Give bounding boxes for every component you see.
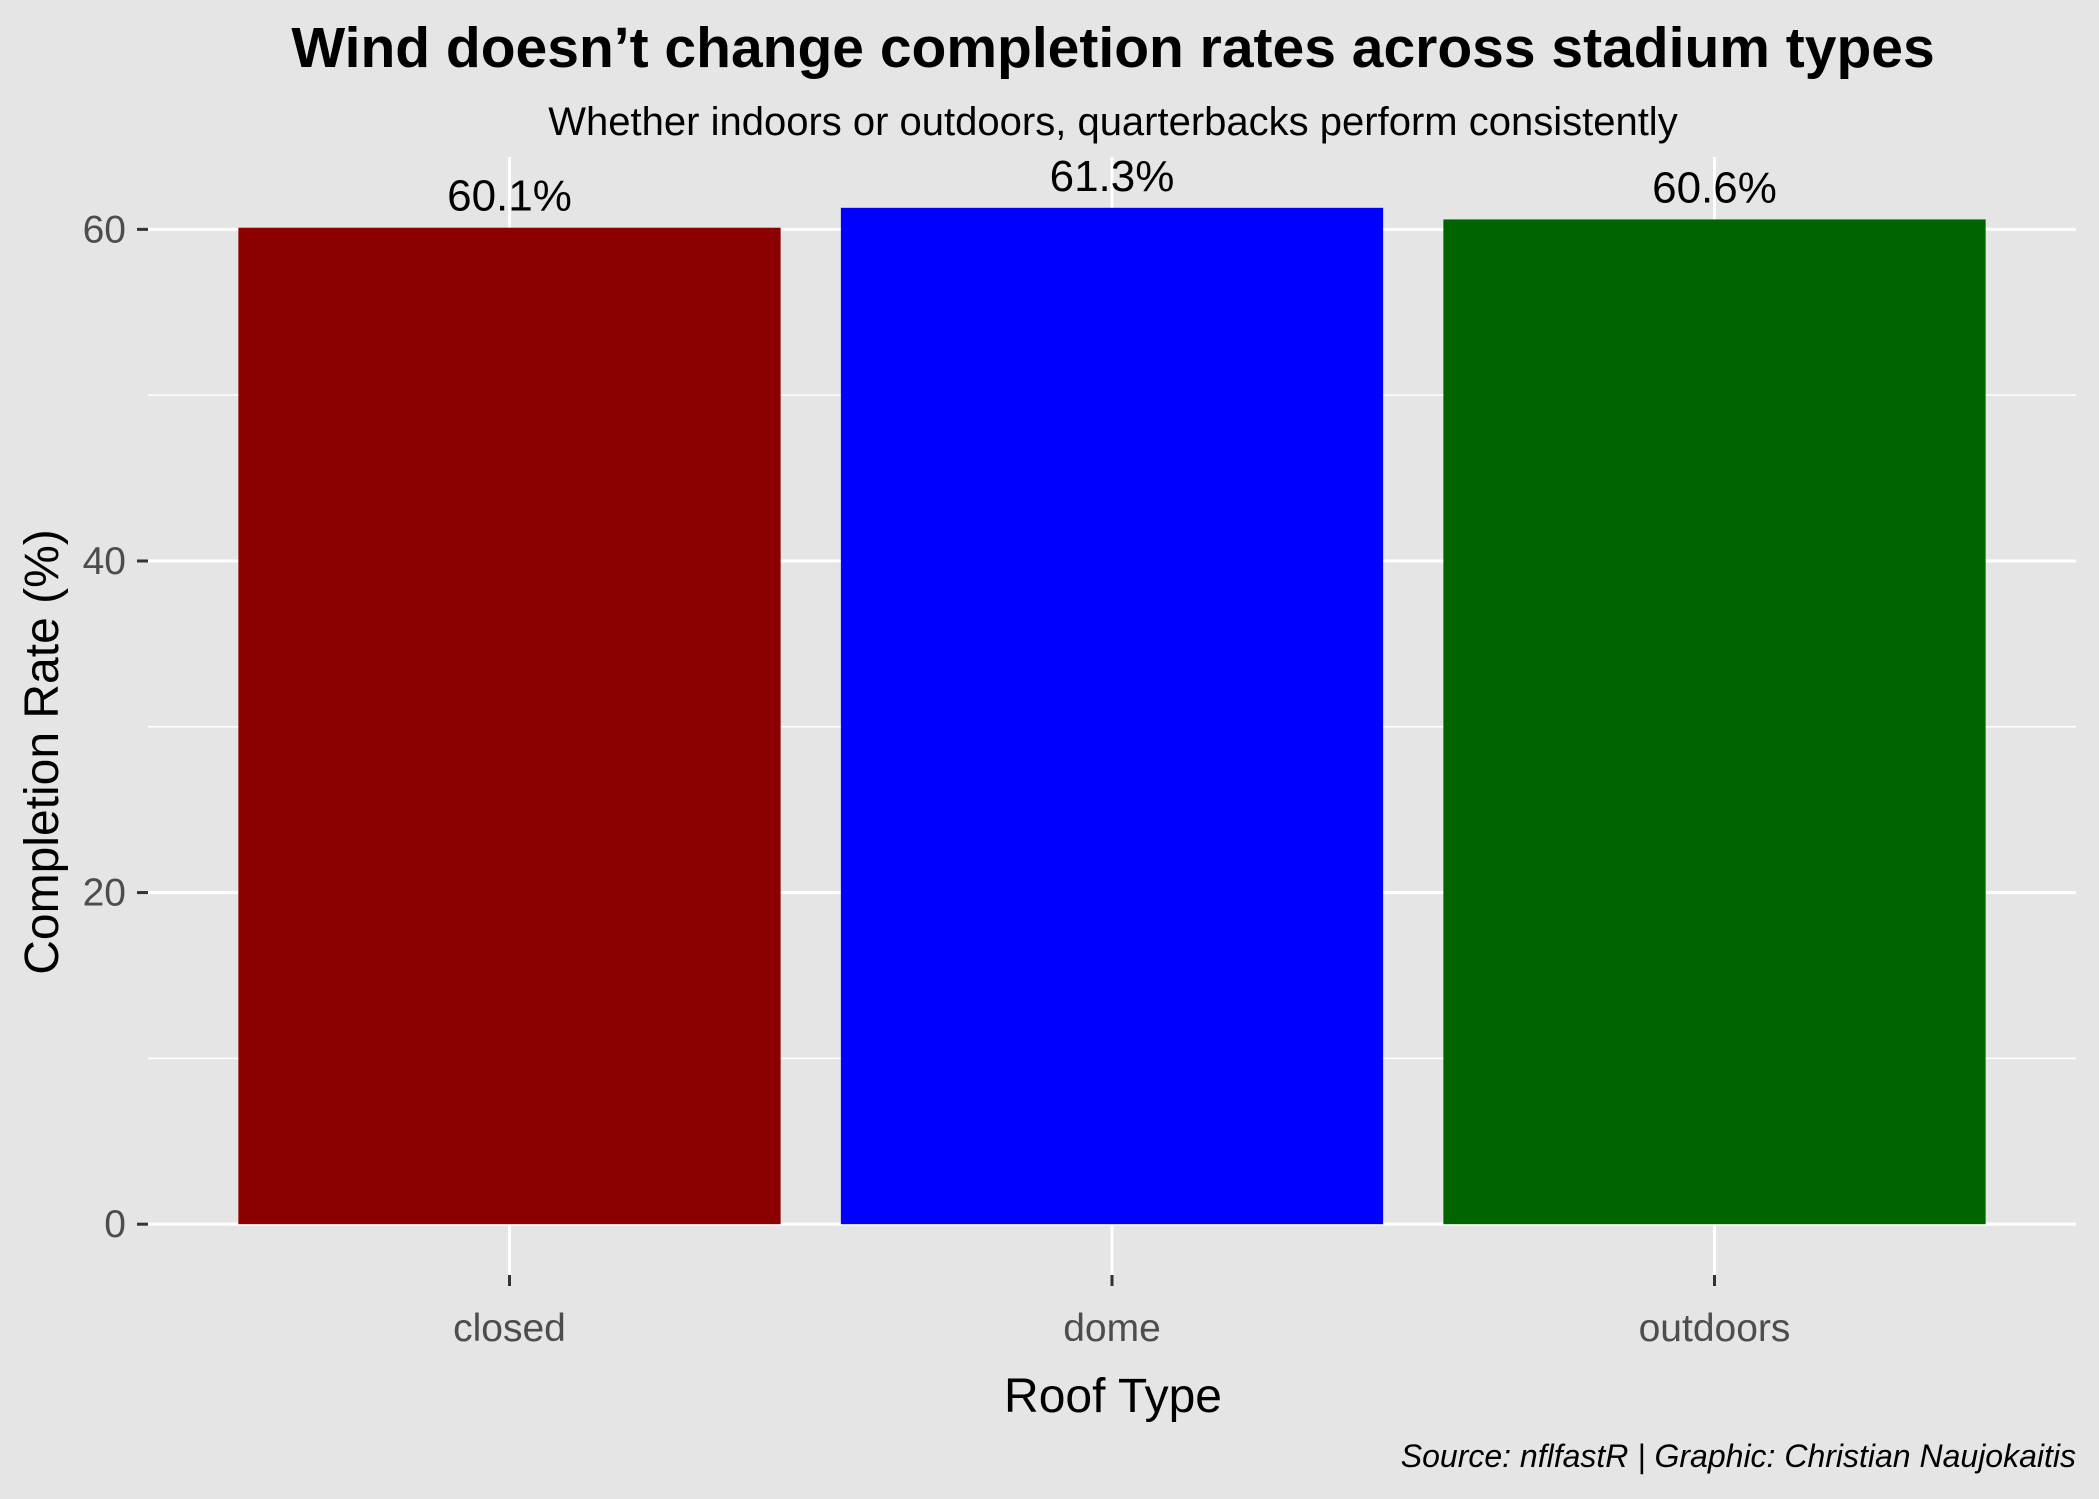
y-axis-title: Completion Rate (%): [16, 529, 69, 975]
y-tick-label: 0: [104, 1203, 126, 1246]
x-tick-label-closed: closed: [453, 1307, 566, 1350]
data-labels: 60.1% 61.3% 60.6%: [447, 152, 1777, 221]
y-tick-label: 20: [83, 872, 126, 915]
caption: Source: nflfastR | Graphic: Christian Na…: [1401, 1438, 2076, 1474]
x-tick-label-outdoors: outdoors: [1639, 1307, 1791, 1350]
bar-outdoors: [1443, 219, 1986, 1225]
x-axis-title: Roof Type: [1004, 1370, 1222, 1423]
data-label-dome: 61.3%: [1050, 152, 1175, 201]
bar-closed: [238, 227, 781, 1225]
data-label-outdoors: 60.6%: [1652, 163, 1777, 212]
y-tick-label: 40: [83, 540, 126, 583]
x-tick-label-dome: dome: [1063, 1307, 1161, 1350]
bar-dome: [840, 207, 1384, 1225]
data-label-closed: 60.1%: [447, 172, 572, 221]
chart-subtitle: Whether indoors or outdoors, quarterback…: [548, 100, 1677, 144]
y-tick-label: 60: [83, 208, 126, 251]
bars: [238, 207, 1986, 1225]
axes: 0 20 40 60 closed dome outdoors: [83, 208, 1791, 1350]
chart-title: Wind doesn’t change completion rates acr…: [291, 16, 1934, 80]
